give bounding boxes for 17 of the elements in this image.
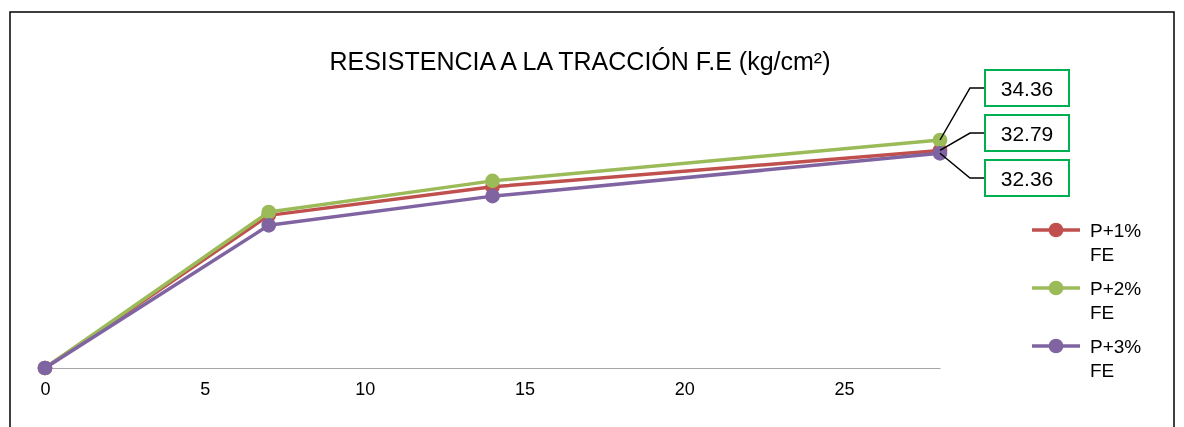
- x-tick-label: 15: [514, 378, 535, 399]
- legend-label: P+1% FE: [1090, 220, 1142, 265]
- point: [261, 204, 277, 220]
- data-label: 32.79: [1000, 122, 1054, 145]
- x-tick-label: 10: [355, 378, 376, 399]
- x-tick-label: 5: [200, 378, 211, 399]
- point: [485, 188, 500, 204]
- chart-title: RESISTENCIA A LA TRACCIÓN F.E (kg/cm²): [329, 47, 831, 75]
- legend-label: P+3% FE: [1090, 336, 1142, 381]
- point: [485, 173, 500, 189]
- x-tick-label: 25: [834, 378, 855, 399]
- legend-label: P+2% FE: [1090, 278, 1142, 323]
- data-label: 32.36: [1000, 167, 1054, 190]
- x-tick-label: 20: [674, 378, 695, 399]
- point: [261, 217, 277, 233]
- x-tick-label: 0: [40, 378, 51, 399]
- data-label: 34.36: [1000, 77, 1054, 100]
